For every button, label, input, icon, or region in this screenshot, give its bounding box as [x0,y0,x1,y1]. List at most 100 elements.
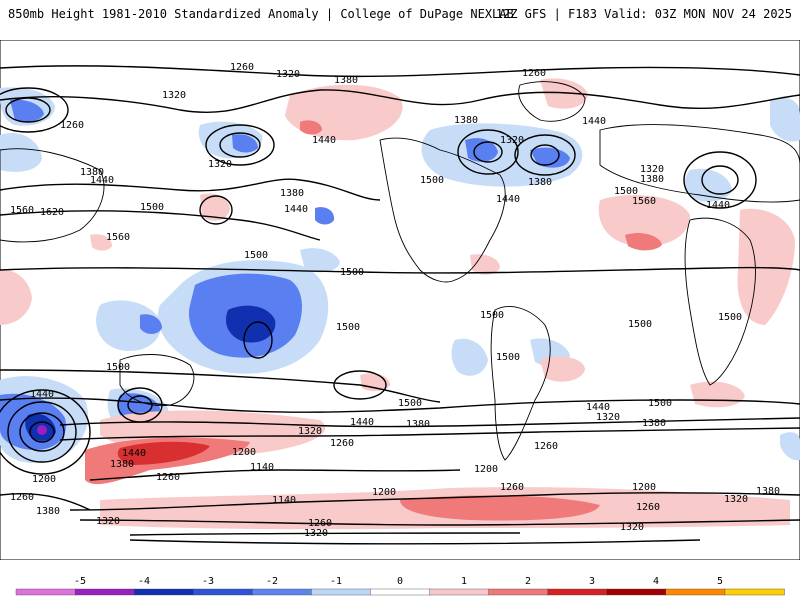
label-1320-g: 1320 [298,426,322,437]
tick-neg5: -5 [74,576,86,587]
colorbar-swatch [665,588,726,596]
colorbar-swatch [429,588,490,596]
tick-4: 4 [653,576,659,587]
tick-3: 3 [589,576,595,587]
label-1500-c: 1500 [140,202,164,213]
anomaly-map: 1260 1320 1380 1260 1320 1260 1440 1380 … [0,40,800,560]
label-1380-b: 1380 [454,115,478,126]
label-1140-a: 1140 [250,462,274,473]
label-1260-h: 1260 [10,492,34,503]
tick-neg1: -1 [330,576,342,587]
negative-anomaly-extreme [37,425,47,435]
tick-0: 0 [397,576,403,587]
label-1200-e: 1200 [372,487,396,498]
colorbar-swatch [74,588,135,596]
label-1380-c: 1380 [80,167,104,178]
label-1200-b: 1200 [474,464,498,475]
label-1440-e: 1440 [496,194,520,205]
label-1440-f: 1440 [706,200,730,211]
label-1320-a: 1320 [276,69,300,80]
label-1440-h: 1440 [586,402,610,413]
label-1500-b: 1500 [614,186,638,197]
run-info: 12Z GFS | F183 Valid: 03Z MON NOV 24 202… [495,7,792,21]
colorbar-swatch [252,588,313,596]
label-1380-d: 1380 [528,177,552,188]
label-1380-j: 1380 [756,486,780,497]
label-1500-f: 1500 [480,310,504,321]
label-1500-a: 1500 [420,175,444,186]
label-1260-b: 1260 [522,68,546,79]
label-1320-e: 1320 [640,164,664,175]
tick-neg3: -3 [202,576,214,587]
label-1560-b: 1560 [10,205,34,216]
colorbar-swatch [724,588,785,596]
label-1320-c: 1320 [500,135,524,146]
label-1500-g: 1500 [628,319,652,330]
height-contours [0,65,800,536]
label-1380-f: 1380 [280,188,304,199]
positive-anomaly-strong [117,441,210,465]
label-1200-c: 1200 [32,474,56,485]
contour-labels: 1260 1320 1380 1260 1320 1260 1440 1380 … [10,62,780,539]
label-1380-h: 1380 [642,418,666,429]
colorbar-swatch [488,588,549,596]
label-1260-e: 1260 [534,441,558,452]
label-1260-c: 1260 [60,120,84,131]
label-1260-f: 1260 [156,472,180,483]
label-1440-a: 1440 [312,135,336,146]
label-1380-k: 1380 [36,506,60,517]
tick-2: 2 [525,576,531,587]
label-1320-f: 1320 [596,412,620,423]
map-canvas: 1260 1320 1380 1260 1320 1260 1440 1380 … [0,40,800,560]
tick-neg4: -4 [138,576,150,587]
label-1500-m: 1500 [648,398,672,409]
colorbar-swatch [192,588,253,596]
label-1200-d: 1200 [632,482,656,493]
label-1560-a: 1560 [632,196,656,207]
label-1380-e: 1380 [640,174,664,185]
tick-5: 5 [717,576,723,587]
label-1440-b: 1440 [582,116,606,127]
label-1260-j: 1260 [308,518,332,529]
colorbar-ticks: -5 -4 -3 -2 -1 0 1 2 3 4 5 [74,576,723,587]
map-frame [0,40,800,560]
colorbar-swatch [133,588,194,596]
label-1620: 1620 [40,207,64,218]
label-1320-i: 1320 [96,516,120,527]
label-1500-d: 1500 [244,250,268,261]
label-1440-j: 1440 [122,448,146,459]
colorbar-swatch [15,588,76,596]
label-1380-i: 1380 [110,459,134,470]
label-1440-i: 1440 [350,417,374,428]
map-title: 850mb Height 1981-2010 Standardized Anom… [8,7,514,21]
colorbar-swatch [606,588,667,596]
label-1140-b: 1140 [272,495,296,506]
tick-1: 1 [461,576,467,587]
label-1440-g: 1440 [30,389,54,400]
label-1560-c: 1560 [106,232,130,243]
label-1260-a: 1260 [230,62,254,73]
colorbar-swatch [547,588,608,596]
label-1320-h: 1320 [724,494,748,505]
label-1260-d: 1260 [330,438,354,449]
map-header: 850mb Height 1981-2010 Standardized Anom… [0,0,800,34]
label-1500-h: 1500 [718,312,742,323]
label-1260-i: 1260 [636,502,660,513]
label-1380-g: 1380 [406,419,430,430]
label-1500-i: 1500 [336,322,360,333]
colorbar-svg: -5 -4 -3 -2 -1 0 1 2 3 4 5 [15,576,785,596]
colorbar-swatch [370,588,431,596]
label-1440-c: 1440 [90,175,114,186]
tick-neg2: -2 [266,576,278,587]
label-1320-k: 1320 [304,528,328,539]
label-1320-b: 1320 [162,90,186,101]
colorbar: -5 -4 -3 -2 -1 0 1 2 3 4 5 [0,572,800,600]
colorbar-swatches [15,588,785,596]
label-1500-j: 1500 [496,352,520,363]
colorbar-swatch [311,588,372,596]
label-1500-e: 1500 [340,267,364,278]
label-1440-d: 1440 [284,204,308,215]
label-1380-a: 1380 [334,75,358,86]
label-1320-d: 1320 [208,159,232,170]
label-1320-j: 1320 [620,522,644,533]
